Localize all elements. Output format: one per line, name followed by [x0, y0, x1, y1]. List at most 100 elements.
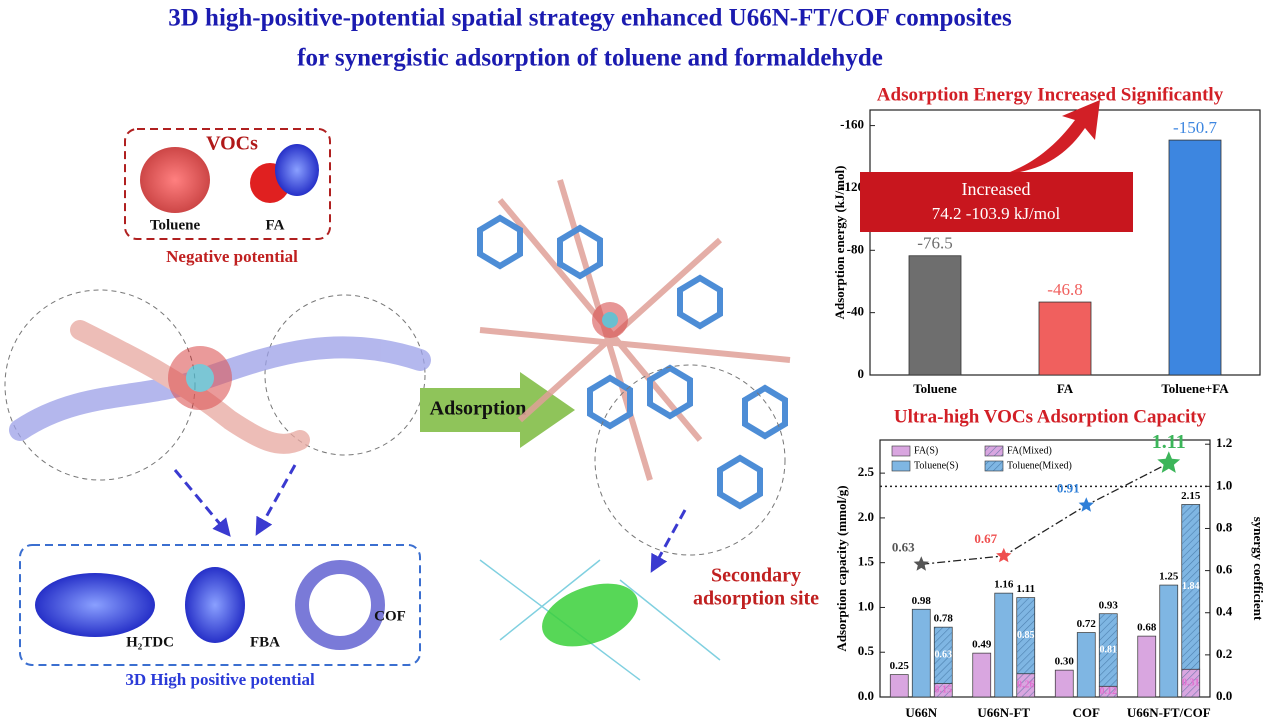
interaction-surface	[542, 583, 638, 647]
fa-molecule	[275, 144, 319, 196]
point-label: 1.11	[1152, 431, 1186, 453]
chart-title: Adsorption Energy Increased Significantl…	[877, 84, 1224, 105]
value-label: 0.30	[1055, 656, 1075, 668]
total-label: 0.93	[1099, 599, 1119, 611]
bar	[1038, 301, 1092, 376]
title: 3D high-positive-potential spatial strat…	[168, 5, 1012, 32]
annotation-box	[860, 172, 1133, 232]
total-label: 1.11	[1016, 583, 1035, 595]
bar	[1137, 635, 1157, 698]
bar-hatch	[1099, 686, 1118, 697]
y-tick-label: 2.0	[858, 509, 874, 524]
synergy-point	[1078, 497, 1094, 512]
legend-label: FA(Mixed)	[1007, 445, 1052, 456]
bar-hatch	[934, 683, 953, 697]
point-label: 0.63	[892, 539, 915, 554]
y-tick-label: 0.5	[858, 643, 875, 658]
cof-structure	[295, 560, 385, 650]
bar	[1168, 139, 1222, 376]
y2-tick-label: 0.8	[1216, 519, 1233, 534]
x-tick-label: U66N-FT	[977, 705, 1030, 720]
caption: Negative potential	[166, 247, 298, 266]
bar-hatch	[1181, 669, 1200, 697]
value-label: 0.68	[1137, 622, 1157, 634]
y2-tick-label: 0.4	[1216, 604, 1233, 619]
bar-hatch	[934, 627, 953, 684]
value-label: 0.72	[1077, 618, 1097, 630]
h2tdc-molecule	[35, 573, 155, 637]
synergy-point	[913, 556, 929, 571]
y2-axis-label: synergy coefficient	[1251, 517, 1266, 621]
synergy-point	[1157, 451, 1181, 473]
caption: 3D High positive potential	[125, 670, 315, 689]
y-tick-label: -160	[840, 117, 864, 132]
site-label: adsorption site	[693, 588, 819, 610]
y-tick-label: 0.0	[858, 688, 874, 703]
y-tick-label: 1.5	[858, 554, 875, 569]
arrow	[650, 509, 687, 573]
title: for synergistic adsorption of toluene an…	[297, 45, 883, 72]
legend-swatch-hatch	[985, 461, 1003, 471]
site-label: Secondary	[711, 565, 801, 587]
value-label: 0.25	[890, 660, 910, 672]
fba-molecule	[185, 567, 245, 643]
legend-swatch	[891, 445, 911, 457]
x-tick-label: U66N-FT/COF	[1127, 705, 1211, 720]
y-axis-label: Adsorption capacity (mmol/g)	[834, 485, 849, 651]
linker-box	[19, 544, 421, 666]
bar	[994, 592, 1014, 698]
value-label: 0.98	[912, 595, 932, 607]
value-label: 1.16	[994, 579, 1014, 591]
annotation: 74.2 -103.9 kJ/mol	[932, 204, 1061, 223]
x-tick-label: Toluene+FA	[1161, 381, 1229, 396]
legend-label: Toluene(S)	[914, 460, 958, 471]
y-tick-label: 1.0	[858, 598, 874, 613]
bar	[908, 255, 962, 376]
molecule-label: FA	[266, 217, 285, 233]
total-label: 0.78	[934, 613, 954, 625]
y2-tick-label: 1.2	[1216, 435, 1232, 450]
y2-tick-label: 0.2	[1216, 646, 1232, 661]
value-label: 0.49	[972, 639, 992, 651]
zoom-circle	[594, 364, 786, 556]
complex	[477, 179, 791, 510]
annotation: Increased	[962, 179, 1031, 199]
legend-label: Toluene(Mixed)	[1007, 460, 1072, 471]
bar	[1076, 632, 1096, 698]
y2-tick-label: 0.6	[1216, 562, 1233, 577]
arrow	[255, 464, 297, 536]
y2-tick-label: 1.0	[1216, 477, 1232, 492]
vocs-box	[124, 128, 331, 240]
molecule-label: Toluene	[150, 217, 201, 233]
value-label: -76.5	[917, 234, 952, 253]
x-tick-label: U66N	[905, 705, 937, 720]
value-label: -46.8	[1047, 280, 1082, 299]
point-label: 0.91	[1057, 480, 1080, 495]
value-label: 0.63	[935, 650, 953, 661]
value-label: 0.81	[1100, 644, 1118, 655]
adsorption-arrow	[420, 372, 575, 448]
plot-frame	[879, 439, 1211, 698]
zoom-circle	[264, 294, 426, 456]
point-label: 0.67	[974, 531, 997, 546]
molecule-label: FBA	[250, 634, 280, 650]
synergy-line	[921, 462, 1170, 565]
x-tick-label: COF	[1073, 705, 1101, 720]
arrow	[173, 469, 231, 537]
legend-label: FA(S)	[914, 445, 938, 456]
y-tick-label: 2.5	[858, 464, 875, 479]
bar-hatch	[1016, 673, 1035, 697]
value-label: 0.26	[1017, 680, 1035, 691]
legend-swatch	[891, 460, 911, 472]
bar-hatch	[1016, 597, 1035, 674]
x-tick-label: FA	[1057, 381, 1074, 396]
legend-swatch-hatch	[985, 446, 1003, 456]
y2-tick-label: 0.0	[1216, 688, 1232, 703]
toluene-molecule	[140, 147, 210, 213]
increase-arrow	[1010, 100, 1100, 172]
value-label: 1.84	[1182, 581, 1200, 592]
synergy-point	[996, 547, 1012, 563]
molecule-label: H₂TDC	[126, 634, 174, 650]
value-label: 0.12	[1100, 686, 1118, 697]
